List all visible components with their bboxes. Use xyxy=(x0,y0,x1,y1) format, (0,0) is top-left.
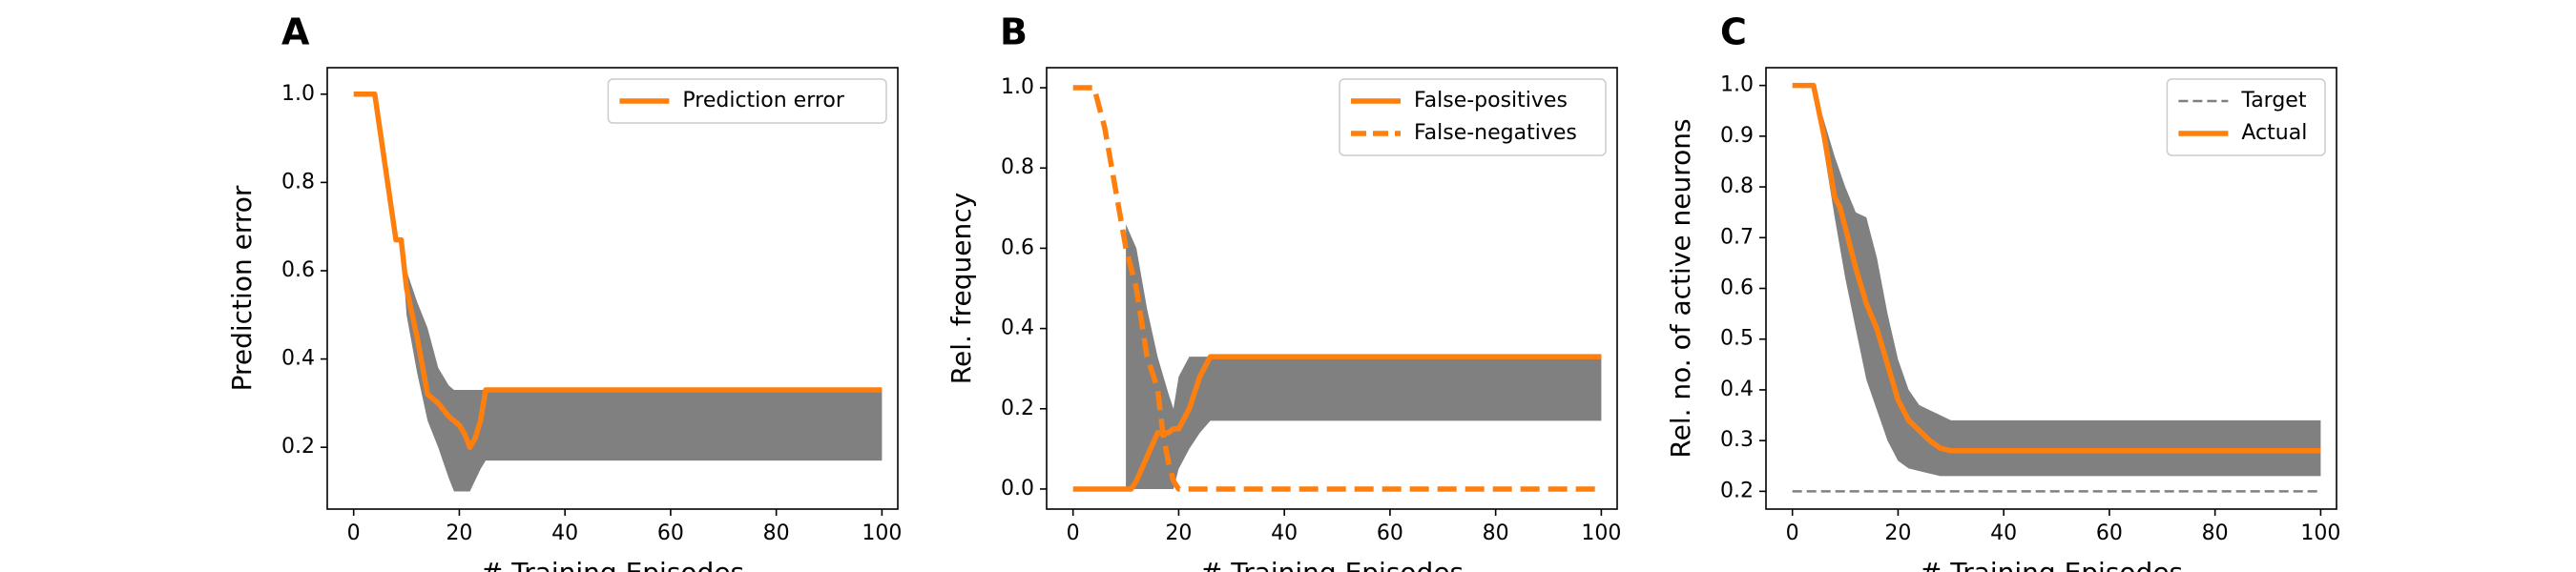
legend-box xyxy=(607,78,887,124)
plot-area xyxy=(1072,85,1602,492)
y-tick-label: 0.0 xyxy=(1001,477,1034,500)
panel-letter: B xyxy=(1000,11,1028,53)
y-tick-label: 1.0 xyxy=(1720,73,1754,97)
x-axis-label: # Training Episodes xyxy=(1920,557,2183,572)
x-tick-label: 40 xyxy=(551,521,578,545)
std-band xyxy=(401,239,883,492)
y-tick-label: 1.0 xyxy=(281,82,315,106)
y-tick-label: 0.4 xyxy=(1720,378,1754,401)
legend: Prediction error xyxy=(607,78,887,124)
y-axis-label: Rel. frequency xyxy=(945,193,977,384)
x-tick-label: 60 xyxy=(1377,521,1403,545)
x-tick-label: 40 xyxy=(1990,521,2017,545)
legend-label: False-negatives xyxy=(1414,121,1577,145)
x-tick-label: 0 xyxy=(1067,521,1080,545)
x-tick-label: 60 xyxy=(657,521,684,545)
x-tick-label: 40 xyxy=(1271,521,1298,545)
panel-letter: C xyxy=(1720,11,1747,53)
legend-label: Actual xyxy=(2241,121,2307,145)
x-tick-label: 80 xyxy=(763,521,790,545)
x-tick-label: 0 xyxy=(1786,521,1799,545)
x-tick-label: 100 xyxy=(862,521,902,545)
axes-frame xyxy=(1046,67,1618,510)
x-axis-label: # Training Episodes xyxy=(1200,557,1464,572)
panel-letter: A xyxy=(281,11,310,53)
legend-box xyxy=(2166,78,2326,156)
y-tick-label: 0.7 xyxy=(1720,225,1754,249)
panel-c: C 0 20 40 60 80 100 0.2 0.3 0.4 0.5 0.6 0.7 0.8 0.9 1.0… xyxy=(1665,11,2340,572)
y-axis-label: Rel. no. of active neurons xyxy=(1665,118,1696,458)
x-tick-label: 0 xyxy=(347,521,361,545)
x-tick-label: 20 xyxy=(1165,521,1192,545)
y-tick-label: 0.2 xyxy=(1001,397,1034,420)
y-tick-label: 1.0 xyxy=(1001,75,1034,99)
panel-b: B 0 20 40 60 80 100 0.0 0.2 0.4 0.6 0.8 1.0 # Trainin… xyxy=(945,11,1621,572)
legend-label: Prediction error xyxy=(682,89,844,112)
y-tick-label: 0.9 xyxy=(1720,124,1754,148)
series-line-false-positives xyxy=(1072,354,1602,492)
y-tick-label: 0.8 xyxy=(1001,155,1034,179)
panel-a: A 0 20 40 60 80 100 0.2 0.4 0.6 0.8 1.0 # Training E… xyxy=(226,11,902,572)
y-tick-label: 0.5 xyxy=(1720,327,1754,351)
x-tick-label: 80 xyxy=(2202,521,2229,545)
y-tick-label: 0.2 xyxy=(281,435,315,459)
series-line-prediction-error xyxy=(353,92,883,450)
x-tick-label: 20 xyxy=(446,521,472,545)
y-tick-label: 0.6 xyxy=(1720,276,1754,300)
axes-frame xyxy=(326,67,899,510)
x-tick-label: 100 xyxy=(2300,521,2340,545)
plot-area xyxy=(353,92,883,492)
y-tick-label: 0.2 xyxy=(1720,479,1754,502)
series-line-false-negatives xyxy=(1072,85,1602,492)
x-tick-label: 20 xyxy=(1884,521,1911,545)
y-tick-label: 0.4 xyxy=(281,347,315,371)
y-tick-label: 0.8 xyxy=(281,170,315,194)
y-axis-label: Prediction error xyxy=(226,185,258,391)
legend: Target Actual xyxy=(2166,78,2326,156)
legend-label: False-positives xyxy=(1414,89,1568,112)
x-tick-label: 60 xyxy=(2096,521,2123,545)
x-axis-label: # Training Episodes xyxy=(481,557,744,572)
std-band xyxy=(1813,85,2321,477)
y-tick-label: 0.8 xyxy=(1720,174,1754,198)
y-tick-label: 0.6 xyxy=(1001,235,1034,259)
y-tick-label: 0.4 xyxy=(1001,317,1034,340)
x-tick-label: 100 xyxy=(1581,521,1621,545)
x-tick-label: 80 xyxy=(1483,521,1509,545)
legend-label: Target xyxy=(2240,89,2306,112)
std-band xyxy=(1126,224,1602,489)
legend: False-positives False-negatives xyxy=(1339,78,1607,156)
plot-area xyxy=(1792,82,2321,493)
y-tick-label: 0.3 xyxy=(1720,428,1754,452)
series-line-actual xyxy=(1792,82,2321,454)
legend-box xyxy=(1339,78,1607,156)
y-tick-label: 0.6 xyxy=(281,258,315,282)
